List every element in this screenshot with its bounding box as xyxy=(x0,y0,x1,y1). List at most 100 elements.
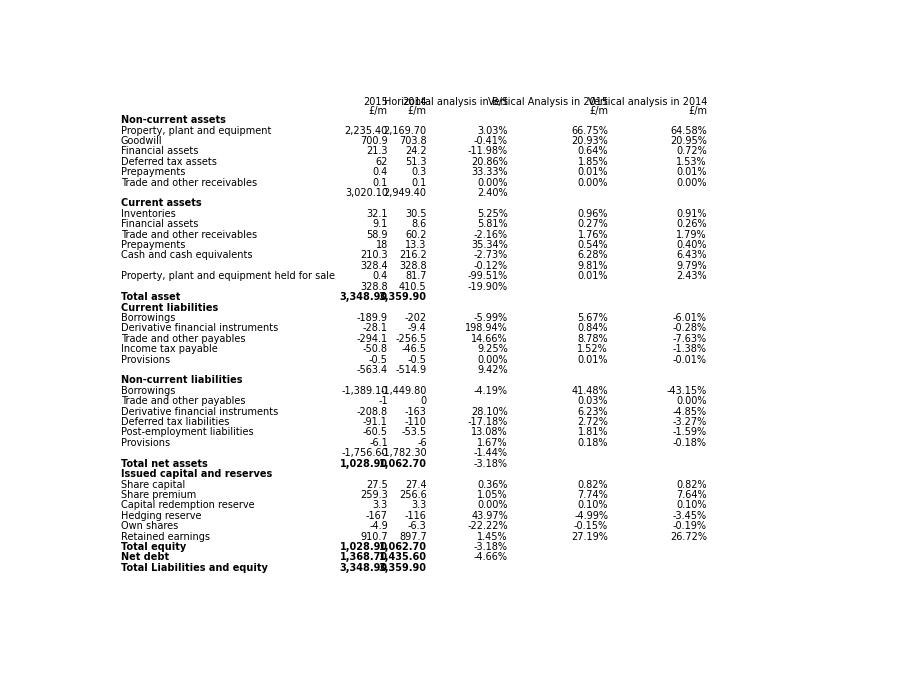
Text: 2.72%: 2.72% xyxy=(578,417,609,427)
Text: 27.4: 27.4 xyxy=(405,479,426,490)
Text: 35.34%: 35.34% xyxy=(471,240,507,250)
Text: 1,062.70: 1,062.70 xyxy=(379,459,426,469)
Text: 0.82%: 0.82% xyxy=(676,479,707,490)
Text: -6.3: -6.3 xyxy=(408,521,426,531)
Text: -0.5: -0.5 xyxy=(369,354,388,365)
Text: -116: -116 xyxy=(404,511,426,520)
Text: 328.8: 328.8 xyxy=(399,261,426,271)
Text: -6.01%: -6.01% xyxy=(673,313,707,323)
Text: 13.08%: 13.08% xyxy=(471,428,507,438)
Text: Prepayments: Prepayments xyxy=(121,240,185,250)
Text: 216.2: 216.2 xyxy=(399,251,426,260)
Text: 2,235.40: 2,235.40 xyxy=(344,126,388,135)
Text: £/m: £/m xyxy=(589,106,609,115)
Text: 20.93%: 20.93% xyxy=(571,136,609,146)
Text: 1.81%: 1.81% xyxy=(578,428,609,438)
Text: 0.36%: 0.36% xyxy=(477,479,507,490)
Text: 9.81%: 9.81% xyxy=(578,261,609,271)
Text: 0.10%: 0.10% xyxy=(578,501,609,510)
Text: 27.19%: 27.19% xyxy=(571,531,609,542)
Text: 14.66%: 14.66% xyxy=(471,334,507,344)
Text: 3,359.90: 3,359.90 xyxy=(379,563,426,573)
Text: Trade and other receivables: Trade and other receivables xyxy=(121,229,257,240)
Text: 9.79%: 9.79% xyxy=(676,261,707,271)
Text: 32.1: 32.1 xyxy=(366,209,388,219)
Text: -3.45%: -3.45% xyxy=(673,511,707,520)
Text: Vertical Analysis in 2015: Vertical Analysis in 2015 xyxy=(488,97,609,107)
Text: 0.91%: 0.91% xyxy=(677,209,707,219)
Text: -1,449.80: -1,449.80 xyxy=(380,386,426,396)
Text: -43.15%: -43.15% xyxy=(667,386,707,396)
Text: 410.5: 410.5 xyxy=(399,281,426,292)
Text: 9.42%: 9.42% xyxy=(477,365,507,375)
Text: 256.6: 256.6 xyxy=(399,490,426,500)
Text: -0.5: -0.5 xyxy=(408,354,426,365)
Text: -256.5: -256.5 xyxy=(395,334,426,344)
Text: Borrowings: Borrowings xyxy=(121,386,175,396)
Text: 1.45%: 1.45% xyxy=(477,531,507,542)
Text: 3.3: 3.3 xyxy=(373,501,388,510)
Text: 27.5: 27.5 xyxy=(366,479,388,490)
Text: -0.41%: -0.41% xyxy=(474,136,507,146)
Text: 43.97%: 43.97% xyxy=(471,511,507,520)
Text: -0.12%: -0.12% xyxy=(474,261,507,271)
Text: 1.52%: 1.52% xyxy=(578,344,609,354)
Text: 1,368.70: 1,368.70 xyxy=(340,553,388,562)
Text: Property, plant and equipment: Property, plant and equipment xyxy=(121,126,271,135)
Text: 3,359.90: 3,359.90 xyxy=(379,292,426,302)
Text: -4.9: -4.9 xyxy=(369,521,388,531)
Text: Property, plant and equipment held for sale: Property, plant and equipment held for s… xyxy=(121,271,335,281)
Text: -1: -1 xyxy=(378,396,388,406)
Text: 210.3: 210.3 xyxy=(360,251,388,260)
Text: -514.9: -514.9 xyxy=(395,365,426,375)
Text: 6.28%: 6.28% xyxy=(578,251,609,260)
Text: 2,949.40: 2,949.40 xyxy=(384,188,426,198)
Text: 1.85%: 1.85% xyxy=(578,156,609,167)
Text: -5.99%: -5.99% xyxy=(474,313,507,323)
Text: 0.3: 0.3 xyxy=(412,167,426,177)
Text: -294.1: -294.1 xyxy=(357,334,388,344)
Text: 0.96%: 0.96% xyxy=(578,209,609,219)
Text: Provisions: Provisions xyxy=(121,438,170,448)
Text: -3.18%: -3.18% xyxy=(474,459,507,469)
Text: Derivative financial instruments: Derivative financial instruments xyxy=(121,406,278,417)
Text: -53.5: -53.5 xyxy=(402,428,426,438)
Text: 66.75%: 66.75% xyxy=(571,126,609,135)
Text: 2.43%: 2.43% xyxy=(676,271,707,281)
Text: Financial assets: Financial assets xyxy=(121,219,199,229)
Text: Goodwill: Goodwill xyxy=(121,136,162,146)
Text: 0.64%: 0.64% xyxy=(578,146,609,156)
Text: -22.22%: -22.22% xyxy=(467,521,507,531)
Text: 7.74%: 7.74% xyxy=(578,490,609,500)
Text: 1,062.70: 1,062.70 xyxy=(379,542,426,552)
Text: 0.01%: 0.01% xyxy=(677,167,707,177)
Text: 0: 0 xyxy=(421,396,426,406)
Text: 0.4: 0.4 xyxy=(373,167,388,177)
Text: 81.7: 81.7 xyxy=(405,271,426,281)
Text: -202: -202 xyxy=(404,313,426,323)
Text: 0.18%: 0.18% xyxy=(578,438,609,448)
Text: -4.66%: -4.66% xyxy=(474,553,507,562)
Text: -3.18%: -3.18% xyxy=(474,542,507,552)
Text: 2.40%: 2.40% xyxy=(477,188,507,198)
Text: 0.00%: 0.00% xyxy=(677,178,707,188)
Text: 0.54%: 0.54% xyxy=(578,240,609,250)
Text: -91.1: -91.1 xyxy=(363,417,388,427)
Text: 8.6: 8.6 xyxy=(412,219,426,229)
Text: 20.86%: 20.86% xyxy=(471,156,507,167)
Text: -4.19%: -4.19% xyxy=(474,386,507,396)
Text: -1,756.60: -1,756.60 xyxy=(342,448,388,458)
Text: Own shares: Own shares xyxy=(121,521,179,531)
Text: -4.99%: -4.99% xyxy=(574,511,609,520)
Text: 259.3: 259.3 xyxy=(360,490,388,500)
Text: Trade and other receivables: Trade and other receivables xyxy=(121,178,257,188)
Text: Inventories: Inventories xyxy=(121,209,176,219)
Text: 0.26%: 0.26% xyxy=(676,219,707,229)
Text: 3,020.10: 3,020.10 xyxy=(344,188,388,198)
Text: 1,028.90: 1,028.90 xyxy=(340,459,388,469)
Text: 0.1: 0.1 xyxy=(412,178,426,188)
Text: Net debt: Net debt xyxy=(121,553,169,562)
Text: 897.7: 897.7 xyxy=(399,531,426,542)
Text: -7.63%: -7.63% xyxy=(673,334,707,344)
Text: Capital redemption reserve: Capital redemption reserve xyxy=(121,501,254,510)
